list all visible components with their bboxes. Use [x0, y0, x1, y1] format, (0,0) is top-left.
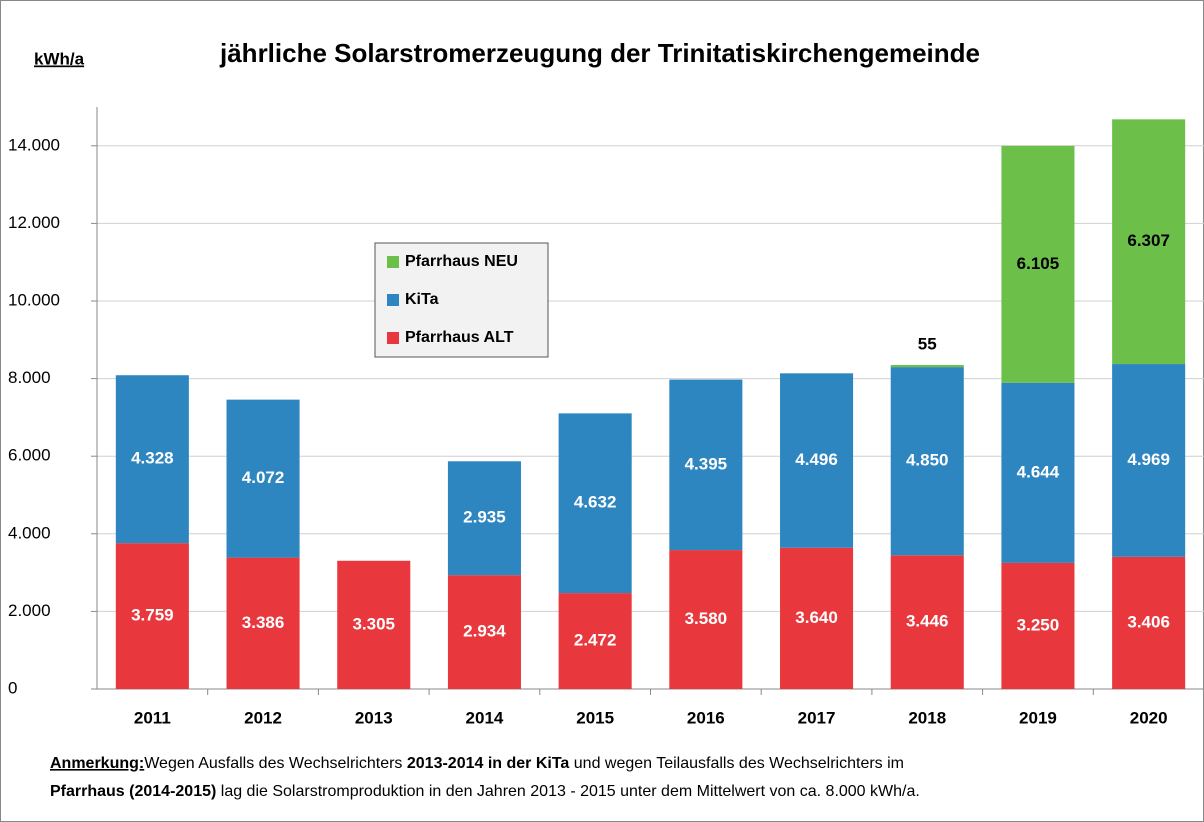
y-tick-label: 10.000	[8, 290, 60, 309]
data-label: 3.406	[1127, 612, 1170, 631]
bar-segment	[558, 413, 632, 594]
x-tick-label: 2012	[244, 708, 282, 727]
y-tick-label: 2.000	[8, 601, 51, 620]
annotation: Anmerkung:Wegen Ausfalls des Wechselrich…	[50, 755, 904, 772]
legend-label: Pfarrhaus NEU	[405, 253, 518, 270]
bar-segment	[1112, 556, 1186, 689]
y-axis-label: kWh/a	[34, 49, 85, 68]
data-label: 4.969	[1127, 450, 1170, 469]
x-tick-label: 2014	[466, 708, 504, 727]
x-tick-label: 2019	[1019, 708, 1057, 727]
data-label: 4.496	[795, 450, 838, 469]
data-label: 4.072	[242, 468, 285, 487]
bar-segment	[890, 367, 964, 556]
y-tick-label: 4.000	[8, 523, 51, 542]
annotation-text: Pfarrhaus (2014-2015)	[50, 783, 216, 800]
data-label: 6.105	[1017, 254, 1060, 273]
annotation-label: Anmerkung:	[50, 755, 144, 772]
data-label: 3.446	[906, 612, 949, 631]
y-tick-label: 12.000	[8, 213, 60, 232]
bar-segment	[1001, 145, 1075, 383]
x-tick-label: 2018	[908, 708, 946, 727]
annotation-text: und wegen Teilausfalls des Wechselrichte…	[569, 755, 904, 772]
bar-segment	[1001, 562, 1075, 689]
annotation-text: lag die Solarstromproduktion in den Jahr…	[216, 783, 920, 800]
annotation-text: Wegen Ausfalls des Wechselrichters	[144, 755, 407, 772]
bar-segment	[780, 373, 854, 548]
annotation-text: 2013-2014 in der KiTa	[407, 755, 570, 772]
bar-segment	[115, 543, 189, 689]
bar-segment	[780, 547, 854, 689]
annotation: Pfarrhaus (2014-2015) lag die Solarstrom…	[50, 783, 920, 800]
data-label: 4.632	[574, 493, 617, 512]
bar-segment	[226, 399, 300, 558]
data-label: 2.934	[463, 622, 506, 641]
bar-segment	[226, 557, 300, 689]
data-label: 6.307	[1127, 231, 1170, 250]
legend-swatch	[387, 256, 399, 268]
bar-segment	[1001, 382, 1075, 563]
bar-segment	[558, 593, 632, 689]
data-label: 3.386	[242, 613, 285, 632]
bar-segment	[447, 575, 521, 689]
y-tick-label: 14.000	[8, 135, 60, 154]
bar-segment	[337, 560, 411, 689]
x-tick-label: 2020	[1130, 708, 1168, 727]
data-label: 4.328	[131, 449, 174, 468]
data-label: 2.472	[574, 631, 617, 650]
data-label: 3.250	[1017, 615, 1060, 634]
x-tick-label: 2011	[134, 708, 171, 727]
y-tick-label: 8.000	[8, 368, 51, 387]
legend-swatch	[387, 332, 399, 344]
legend: Pfarrhaus NEU KiTa Pfarrhaus ALT	[374, 242, 549, 358]
bar-segment	[890, 364, 964, 368]
data-label: 55	[918, 334, 937, 353]
data-label: 3.580	[685, 609, 728, 628]
legend-label: KiTa	[405, 291, 439, 308]
bar-segment	[669, 550, 743, 689]
bar-segment	[447, 461, 521, 576]
data-label: 3.640	[795, 608, 838, 627]
data-label: 3.305	[352, 614, 395, 633]
x-tick-label: 2016	[687, 708, 725, 727]
x-tick-label: 2015	[576, 708, 614, 727]
legend-swatch	[387, 294, 399, 306]
data-label: 4.395	[685, 454, 728, 473]
bar-segment	[115, 375, 189, 544]
legend-label: Pfarrhaus ALT	[405, 329, 514, 346]
bar-segment	[669, 379, 743, 551]
data-label: 4.644	[1017, 462, 1060, 481]
legend-box	[374, 242, 549, 358]
data-label: 3.759	[131, 606, 174, 625]
data-label: 4.850	[906, 451, 949, 470]
x-tick-label: 2017	[798, 708, 836, 727]
x-tick-label: 2013	[355, 708, 393, 727]
chart-title: jährliche Solarstromerzeugung der Trinit…	[219, 38, 980, 68]
bar-segment	[1112, 119, 1186, 365]
y-tick-label: 0	[8, 678, 17, 697]
bar-segment	[890, 555, 964, 689]
bar-segment	[1112, 364, 1186, 557]
data-label: 2.935	[463, 508, 506, 527]
y-tick-label: 6.000	[8, 446, 51, 465]
